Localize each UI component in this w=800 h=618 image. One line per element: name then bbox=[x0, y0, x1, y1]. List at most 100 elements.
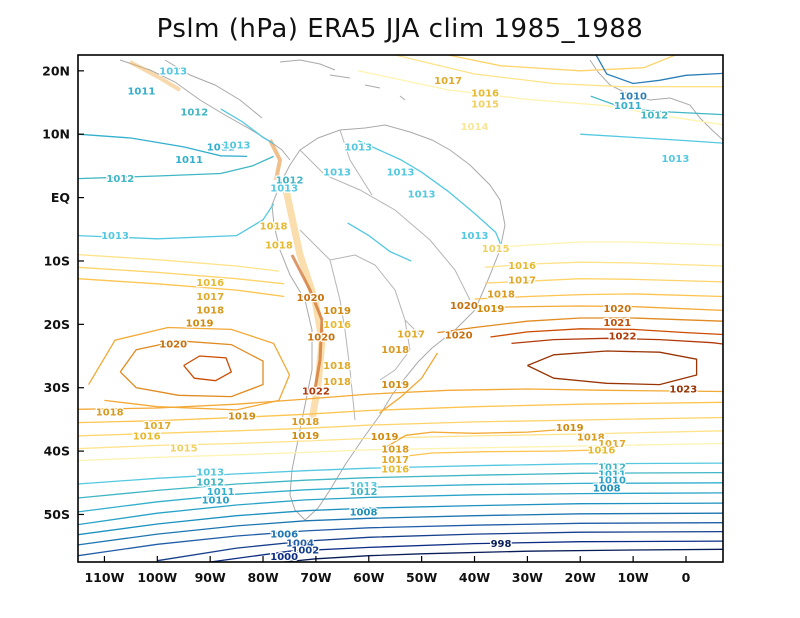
caribbean-islands bbox=[279, 59, 406, 101]
x-tick-label: 10W bbox=[618, 570, 649, 585]
contour-label: 1013 bbox=[387, 168, 415, 179]
y-tick-label: 10N bbox=[42, 127, 70, 142]
contour-label: 1018 bbox=[323, 361, 351, 372]
contour-label: 1020 bbox=[603, 304, 631, 315]
contour-label: 1012 bbox=[106, 174, 134, 185]
contour-label: 1016 bbox=[471, 89, 499, 100]
contour-label: 1016 bbox=[508, 261, 536, 272]
central-america-coastline bbox=[119, 59, 291, 161]
contour-label: 1020 bbox=[450, 301, 478, 312]
y-tick-label: 20N bbox=[42, 63, 70, 78]
contour-label: 1019 bbox=[476, 304, 504, 315]
x-tick-label: 60W bbox=[353, 570, 384, 585]
contour-line-1012 bbox=[78, 471, 723, 499]
contour-label: 1010 bbox=[202, 495, 230, 506]
contour-label: 1019 bbox=[228, 412, 256, 423]
y-tick-label: EQ bbox=[51, 190, 70, 205]
x-tick-label: 50W bbox=[406, 570, 437, 585]
contour-label: 1012 bbox=[196, 478, 224, 489]
contour-label: 1013 bbox=[344, 142, 372, 153]
contour-label: 1010 bbox=[619, 92, 647, 103]
contour-label: 1008 bbox=[350, 507, 378, 518]
contour-line-1017 bbox=[447, 55, 676, 72]
contour-line-1013 bbox=[347, 222, 412, 262]
andes-topography bbox=[129, 60, 326, 421]
contour-label: 1018 bbox=[577, 433, 605, 444]
contour-label: 1006 bbox=[270, 530, 298, 541]
contour-label: 1022 bbox=[609, 331, 637, 342]
contour-line-1006 bbox=[78, 512, 723, 546]
y-axis-ticks: 20N 10N EQ 10S 20S 30S 40S 50S bbox=[42, 63, 84, 522]
contour-line-1010 bbox=[595, 55, 723, 85]
contour-label: 1022 bbox=[302, 386, 330, 397]
contour-label: 1021 bbox=[603, 318, 631, 329]
contour-line-1018 bbox=[395, 449, 607, 459]
contour-line-1016 bbox=[485, 261, 723, 268]
contour-line-1019 bbox=[384, 428, 570, 449]
contour-line-1013 bbox=[78, 203, 275, 240]
contour-line-1016 bbox=[395, 55, 723, 88]
central-america-highlands bbox=[129, 60, 182, 92]
contour-label: 1012 bbox=[276, 175, 304, 186]
contour-line-1010 bbox=[78, 492, 723, 526]
country-borders bbox=[299, 129, 471, 421]
contour-label: 1013 bbox=[461, 231, 489, 242]
contour-label: 1012 bbox=[350, 487, 378, 498]
contour-label: 1020 bbox=[307, 333, 335, 344]
contour-label: 1015 bbox=[170, 443, 198, 454]
x-tick-label: 80W bbox=[247, 570, 278, 585]
contour-line-1021 bbox=[490, 328, 723, 338]
contour-line-1008 bbox=[78, 502, 723, 536]
contour-label: 1018 bbox=[323, 377, 351, 388]
contour-label: 1015 bbox=[482, 244, 510, 255]
contour-line-1013 bbox=[78, 462, 723, 485]
contour-line-1017 bbox=[78, 266, 285, 285]
contour-label: 1013 bbox=[350, 481, 378, 492]
plot-frame bbox=[77, 54, 724, 563]
contour-label: 1018 bbox=[487, 289, 515, 300]
contour-label: 1019 bbox=[291, 431, 319, 442]
x-axis-ticks: 110W 100W 90W 80W 70W 60W 50W 40W 30W 20W 10W 0 bbox=[84, 556, 691, 585]
contour-label: 1017 bbox=[381, 455, 409, 466]
contour-label: 1019 bbox=[556, 423, 584, 434]
contour-label: 1012 bbox=[598, 462, 626, 473]
contour-line-1018 bbox=[78, 278, 285, 298]
contour-label: 1000 bbox=[270, 552, 298, 563]
contour-label: 1016 bbox=[323, 320, 351, 331]
contour-label: 1013 bbox=[661, 154, 689, 165]
contour-label: 1018 bbox=[381, 445, 409, 456]
contour-label: 1013 bbox=[223, 141, 251, 152]
contour-label: 1002 bbox=[291, 546, 319, 557]
x-tick-label: 0 bbox=[682, 570, 691, 585]
contour-line-1011 bbox=[78, 482, 723, 513]
contour-label: 1016 bbox=[587, 445, 615, 456]
contour-label: 1011 bbox=[598, 469, 626, 480]
contour-line-1021 bbox=[183, 355, 233, 382]
contour-label: 1018 bbox=[291, 417, 319, 428]
contour-label: 1017 bbox=[397, 329, 425, 340]
x-tick-label: 20W bbox=[565, 570, 596, 585]
contour-label: 1018 bbox=[196, 305, 224, 316]
contour-line-1002 bbox=[157, 530, 723, 562]
contour-label: 1013 bbox=[196, 468, 224, 479]
contour-label: 1014 bbox=[461, 122, 489, 133]
contour-label: 1011 bbox=[175, 155, 203, 166]
contour-label: 1013 bbox=[323, 168, 351, 179]
y-tick-label: 50S bbox=[44, 507, 70, 522]
contour-label: 1013 bbox=[159, 66, 187, 77]
contour-line-1020 bbox=[437, 317, 723, 334]
contour-line-1013 bbox=[580, 133, 723, 144]
x-tick-label: 30W bbox=[512, 570, 543, 585]
y-tick-label: 40S bbox=[44, 444, 70, 459]
contour-label: 1020 bbox=[159, 340, 187, 351]
contour-line-1019 bbox=[78, 388, 723, 410]
contour-label: 1018 bbox=[381, 345, 409, 356]
contour-label: 1017 bbox=[598, 439, 626, 450]
contour-label: 1013 bbox=[408, 189, 436, 200]
contour-label: 1017 bbox=[196, 292, 224, 303]
contour-label: 1018 bbox=[265, 241, 293, 252]
contour-label: 1019 bbox=[186, 319, 214, 330]
contour-line-1019 bbox=[379, 352, 439, 414]
contour-label: 1015 bbox=[471, 99, 499, 110]
